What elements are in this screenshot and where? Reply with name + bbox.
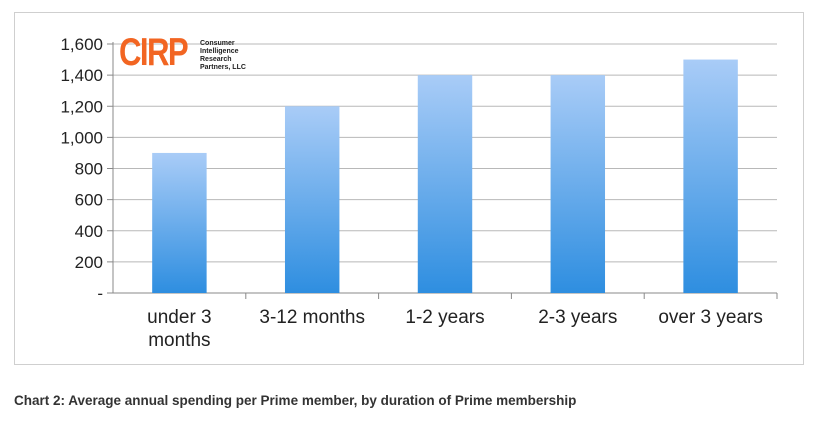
x-category-label: 1-2 years [405,307,484,328]
y-tick-label: 400 [75,222,103,241]
bar [284,106,340,293]
y-tick-label: 1,000 [60,128,103,147]
y-tick-label: - [97,284,103,303]
y-tick-label: 200 [75,253,103,272]
chart-container: - 200 400 600 800 1,000 1,200 1,400 1,600 under 3… [14,12,804,365]
bar [152,152,207,293]
bar [683,59,738,293]
logo-line: Research [200,56,232,63]
logo-mark: CIRP [119,31,189,74]
y-tick-label: 1,200 [60,97,103,116]
x-category-label: under 3 months [147,307,211,351]
x-category-label: 2-3 years [538,307,617,328]
y-tick-label: 1,400 [60,66,103,85]
y-tick-label: 600 [75,191,103,210]
logo-line: Partners, LLC [200,64,246,71]
x-category-label: 3-12 months [259,307,365,328]
logo-company-name: Consumer Intelligence Research Partners,… [200,40,270,72]
bar-chart: - 200 400 600 800 1,000 1,200 1,400 1,600 under 3… [60,35,778,351]
x-category-label: over 3 years [658,307,763,328]
logo-line: Intelligence [200,48,239,55]
bar [550,75,606,293]
cirp-logo: CIRP Consumer Intelligence Research Part… [119,31,270,85]
logo-line: Consumer [200,40,235,47]
chart-caption: Chart 2: Average annual spending per Pri… [14,393,577,408]
y-tick-label: 1,600 [60,35,103,54]
bar [417,75,473,293]
y-tick-label: 800 [75,160,103,179]
